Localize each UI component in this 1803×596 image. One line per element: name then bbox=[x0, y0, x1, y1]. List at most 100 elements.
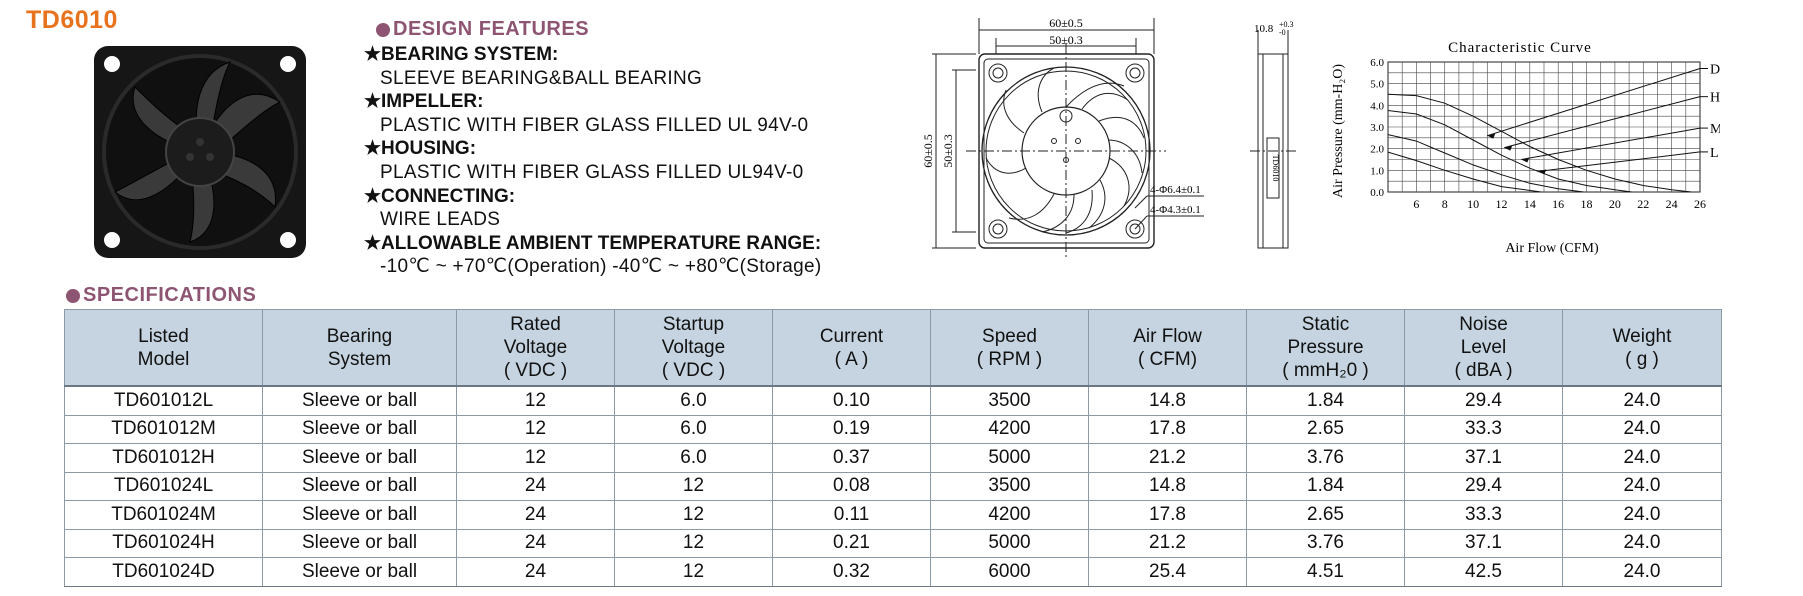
x-tick-label: 22 bbox=[1637, 197, 1649, 211]
table-cell: 24 bbox=[456, 528, 615, 558]
table-cell: 12 bbox=[456, 443, 615, 473]
table-cell: 0.08 bbox=[772, 471, 931, 501]
table-cell: Sleeve or ball bbox=[262, 443, 457, 473]
table-cell: 33.3 bbox=[1404, 500, 1563, 530]
table-row: TD601024L Sleeve or ball 24 12 0.08 3500 14.8 1… bbox=[64, 471, 1722, 501]
series-curve-L bbox=[1387, 151, 1542, 193]
column-header: Listed Model bbox=[64, 309, 263, 387]
table-cell: 42.5 bbox=[1404, 557, 1563, 587]
feature-housing-head: ★HOUSING: bbox=[364, 138, 477, 160]
feature-temperature-head: ★ALLOWABLE AMBIENT TEMPERATURE RANGE: bbox=[364, 232, 822, 254]
chart-series: DH ML bbox=[1387, 63, 1720, 193]
x-tick-label: 20 bbox=[1609, 197, 1621, 211]
table-cell: 6.0 bbox=[614, 443, 773, 473]
table-cell: 3500 bbox=[930, 471, 1089, 501]
column-header: Rated Voltage( VDC ) bbox=[456, 309, 615, 387]
series-label-D: D bbox=[1710, 63, 1720, 78]
table-cell: 37.1 bbox=[1404, 443, 1563, 473]
y-tick-label: 1.0 bbox=[1370, 165, 1384, 177]
feature-impeller-value: PLASTIC WITH FIBER GLASS FILLED UL 94V-0 bbox=[380, 114, 809, 136]
column-header-line: ( CFM) bbox=[1137, 348, 1198, 370]
table-cell: 17.8 bbox=[1088, 414, 1247, 444]
column-header-line: Speed bbox=[982, 325, 1037, 347]
table-cell: 24.0 bbox=[1562, 500, 1722, 530]
table-cell: 12 bbox=[614, 528, 773, 558]
table-cell: 24.0 bbox=[1562, 557, 1722, 587]
table-cell: 1.84 bbox=[1246, 385, 1405, 416]
table-cell: 14.8 bbox=[1088, 471, 1247, 501]
chart-title: Characteristic Curve bbox=[1448, 40, 1592, 56]
bullet-dot-icon bbox=[66, 288, 80, 303]
table-row: TD601024H Sleeve or ball 24 12 0.21 5000 21.2 3… bbox=[64, 528, 1722, 558]
x-tick-label: 24 bbox=[1666, 197, 1678, 211]
table-cell: 37.1 bbox=[1404, 528, 1563, 558]
table-cell: Sleeve or ball bbox=[262, 528, 457, 558]
table-cell: TD601012H bbox=[64, 443, 263, 473]
table-cell: 0.11 bbox=[772, 500, 931, 530]
dim-outer-width: 60±0.5 bbox=[1049, 16, 1083, 30]
y-tick-label: 4.0 bbox=[1370, 100, 1384, 112]
table-cell: 3500 bbox=[930, 385, 1089, 416]
thickness-tol-lower: -0 bbox=[1279, 28, 1286, 37]
table-cell: 1.84 bbox=[1246, 471, 1405, 501]
series-curve-M bbox=[1387, 134, 1584, 193]
column-header-line: Voltage bbox=[661, 337, 726, 358]
chart-ticks: 6 8 10 12 14 16 18 20 22 24 26 0.0 1.0 2.0 3.0 4.0 5.0 6.… bbox=[1370, 57, 1706, 211]
table-cell: 0.21 bbox=[772, 528, 931, 558]
feature-temperature-value: -10℃ ~ +70℃(Operation) -40℃ ~ +80℃(Stora… bbox=[380, 256, 822, 278]
table-cell: TD601024D bbox=[64, 557, 263, 587]
table-cell: 21.2 bbox=[1088, 528, 1247, 558]
series-curve-D bbox=[1387, 93, 1692, 193]
table-header-row: Listed Model Bearing System Rated Voltage( VD… bbox=[64, 309, 1722, 387]
column-header: Current( A ) bbox=[772, 309, 931, 387]
specifications-table: Listed Model Bearing System Rated Voltage( VD… bbox=[64, 309, 1722, 587]
table-cell: Sleeve or ball bbox=[262, 414, 457, 444]
feature-impeller-head: ★IMPELLER: bbox=[364, 91, 484, 113]
table-cell: 24.0 bbox=[1562, 528, 1722, 558]
column-header-line: Static bbox=[1301, 314, 1350, 335]
column-header-line: Current bbox=[819, 325, 884, 347]
series-label-M: M bbox=[1710, 122, 1720, 137]
dim-inner-height: 50±0.3 bbox=[941, 134, 955, 168]
chart-x-axis-label: Air Flow (CFM) bbox=[1505, 241, 1599, 256]
column-header-line: Bearing bbox=[326, 325, 393, 347]
table-cell: TD601012L bbox=[64, 385, 263, 416]
column-header-line: ( dBA ) bbox=[1454, 360, 1513, 381]
design-features-title: DESIGN FEATURES bbox=[393, 18, 590, 40]
table-cell: 29.4 bbox=[1404, 471, 1563, 501]
column-header: Speed( RPM ) bbox=[930, 309, 1089, 387]
feature-connecting-head: ★CONNECTING: bbox=[364, 185, 516, 207]
column-header-line: Listed bbox=[138, 325, 189, 347]
x-tick-label: 26 bbox=[1694, 197, 1706, 211]
table-cell: 0.32 bbox=[772, 557, 931, 587]
y-tick-label: 5.0 bbox=[1370, 79, 1384, 91]
column-header: Noise Level( dBA ) bbox=[1404, 309, 1563, 387]
table-cell: 24 bbox=[456, 471, 615, 501]
table-cell: 24.0 bbox=[1562, 385, 1722, 416]
column-header-line: ( VDC ) bbox=[661, 360, 726, 381]
impedance-line-M bbox=[1521, 127, 1701, 160]
thickness-label: 10.8 bbox=[1254, 23, 1274, 35]
impedance-arrow-H bbox=[1504, 145, 1513, 151]
table-cell: 24 bbox=[456, 500, 615, 530]
column-header-line: ( mmH₂0 ) bbox=[1282, 360, 1369, 381]
table-cell: Sleeve or ball bbox=[262, 385, 457, 416]
table-cell: 4.51 bbox=[1246, 557, 1405, 587]
table-cell: Sleeve or ball bbox=[262, 471, 457, 501]
impedance-line-D bbox=[1487, 68, 1701, 137]
table-cell: 14.8 bbox=[1088, 385, 1247, 416]
series-curve-H bbox=[1387, 110, 1632, 193]
feature-bearing-value: SLEEVE BEARING&BALL BEARING bbox=[380, 67, 703, 89]
table-cell: 12 bbox=[456, 385, 615, 416]
column-header: Startup Voltage( VDC ) bbox=[614, 309, 773, 387]
table-cell: 6000 bbox=[930, 557, 1089, 587]
column-header-line: ( g ) bbox=[1625, 348, 1659, 370]
column-header-line: ( A ) bbox=[834, 348, 869, 370]
column-header-line: Weight bbox=[1612, 325, 1672, 347]
x-tick-label: 18 bbox=[1581, 197, 1593, 211]
table-cell: 21.2 bbox=[1088, 443, 1247, 473]
impedance-line-L bbox=[1538, 151, 1701, 172]
table-cell: 12 bbox=[614, 500, 773, 530]
dim-inner-width: 50±0.3 bbox=[1049, 33, 1083, 47]
column-header-line: Startup bbox=[662, 314, 725, 335]
